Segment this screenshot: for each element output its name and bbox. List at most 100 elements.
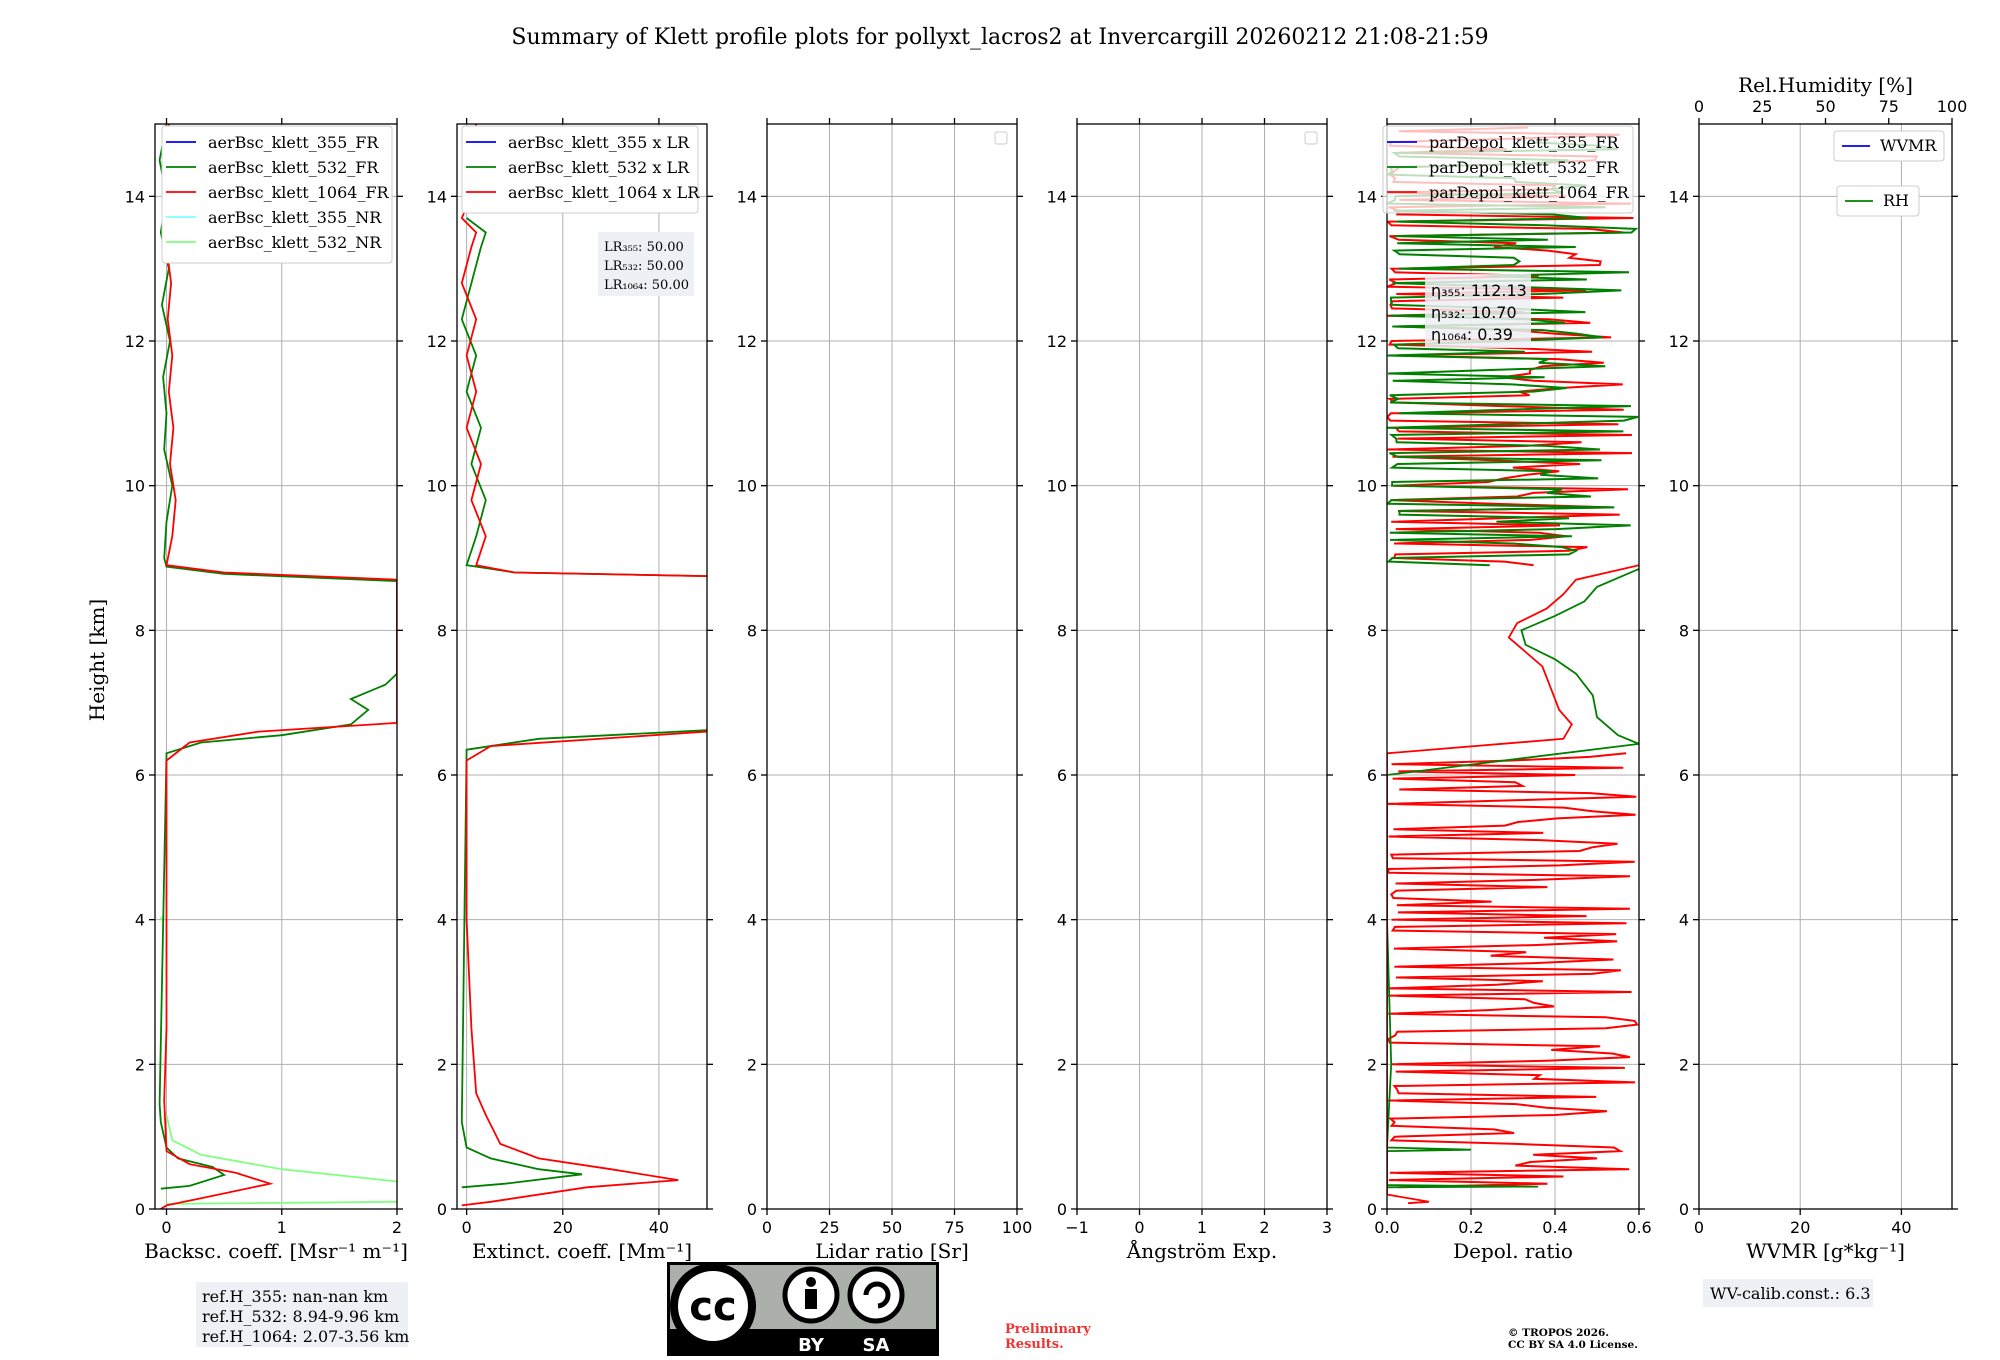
x-axis-label: Extinct. coeff. [Mm⁻¹]: [472, 1239, 692, 1263]
series-line: [1387, 564, 1639, 1205]
x-tick-label: 40: [1891, 1218, 1911, 1237]
wv-calib-const: WV-calib.const.: 6.3: [1710, 1284, 1871, 1303]
y-tick-label: 6: [437, 766, 447, 785]
y-tick-label: 8: [437, 621, 447, 640]
x-tick-label: 20: [553, 1218, 573, 1237]
y-tick-label: 8: [747, 621, 757, 640]
y-tick-label: 6: [1679, 766, 1689, 785]
y-tick-label: 2: [1367, 1055, 1377, 1074]
preliminary-results-note: Results.: [1005, 1337, 1064, 1352]
x-axis-label: Backsc. coeff. [Msr⁻¹ m⁻¹]: [144, 1239, 408, 1263]
x-tick-label: 2: [1259, 1218, 1269, 1237]
reference-height-line: ref.H_355: nan-nan km: [202, 1287, 388, 1306]
top-axis-label: Rel.Humidity [%]: [1738, 73, 1913, 97]
legend: aerBsc_klett_355 x LR aerBsc_klett_532 x …: [461, 125, 700, 214]
y-axis-label: Height [km]: [85, 599, 109, 721]
y-tick-label: 8: [135, 621, 145, 640]
legend-box: [1836, 185, 1920, 217]
top-x-tick-label: 75: [1879, 97, 1899, 116]
series-line: [160, 124, 397, 1209]
y-tick-label: 4: [1679, 911, 1689, 930]
copyright-note: CC BY SA 4.0 License.: [1508, 1339, 1638, 1351]
panel-3: 0 2 4 6 8 10 12 14 0 25 50 75 100 Lidar ratio [Sr]: [737, 118, 1033, 1263]
eta-value: η₅₃₂: 10.70: [1431, 303, 1517, 322]
depol-noise-line: [1387, 752, 1639, 1189]
legend-label: aerBsc_klett_355_FR: [208, 133, 379, 152]
y-tick-label: 8: [1057, 621, 1067, 640]
y-tick-label: 4: [747, 911, 757, 930]
y-tick-label: 0: [1679, 1200, 1689, 1219]
sa-icon: [847, 1266, 905, 1324]
y-tick-label: 12: [1047, 332, 1067, 351]
y-tick-label: 2: [1679, 1055, 1689, 1074]
series-group: [460, 124, 707, 1207]
x-tick-label: 50: [882, 1218, 902, 1237]
top-x-tick-label: 25: [1752, 97, 1772, 116]
legend-label: aerBsc_klett_355_NR: [208, 208, 382, 227]
cc-icon: cc: [689, 1284, 736, 1330]
top-x-tick-label: 100: [1937, 97, 1968, 116]
y-tick-label: 12: [1357, 332, 1377, 351]
legend-label: parDepol_klett_532_FR: [1429, 158, 1620, 177]
legend: aerBsc_klett_355_FR aerBsc_klett_532_FRae…: [161, 125, 393, 264]
panel-5: 0 2 4 6 8 10 12 14 0.0 0.2 0.4 0.6 Depol. ratio parDe…: [1357, 118, 1652, 1263]
legend-box: [1833, 130, 1945, 162]
x-tick-label: −1: [1065, 1218, 1089, 1237]
eta-box: η₃₅₅: 112.13 η₅₃₂: 10.70 η₁₀₆₄: 0.39: [1425, 274, 1531, 348]
legend-label: aerBsc_klett_532_NR: [208, 233, 382, 252]
eta-value: η₃₅₅: 112.13: [1431, 281, 1527, 300]
legend-label: aerBsc_klett_1064 x LR: [508, 183, 700, 202]
x-tick-label: 0.0: [1374, 1218, 1399, 1237]
x-tick-label: 3: [1322, 1218, 1332, 1237]
plot-frame: [1698, 123, 1953, 1210]
y-tick-label: 12: [1669, 332, 1689, 351]
y-tick-label: 6: [1057, 766, 1067, 785]
x-tick-label: 0.2: [1458, 1218, 1483, 1237]
legend-label: aerBsc_klett_1064_FR: [208, 183, 390, 202]
y-tick-label: 4: [135, 911, 145, 930]
y-tick-label: 2: [135, 1055, 145, 1074]
y-tick-label: 14: [427, 187, 447, 206]
plot-frame: [1386, 123, 1640, 1210]
copyright-note: © TROPOS 2026.: [1508, 1327, 1609, 1339]
y-tick-label: 12: [737, 332, 757, 351]
panel-2: 0 2 4 6 8 10 12 14 0 20 40 Extinct. coeff. [Mm⁻¹] ae…: [427, 118, 713, 1263]
y-tick-label: 6: [747, 766, 757, 785]
x-tick-label: 20: [1790, 1218, 1810, 1237]
y-tick-label: 14: [1357, 187, 1377, 206]
top-x-tick-label: 0: [1694, 97, 1704, 116]
wv-calib-box: WV-calib.const.: 6.3: [1703, 1279, 1873, 1307]
preliminary-results-note: Preliminary: [1005, 1322, 1091, 1337]
y-tick-label: 10: [737, 477, 757, 496]
x-tick-label: 25: [819, 1218, 839, 1237]
top-x-tick-label: 50: [1815, 97, 1835, 116]
x-tick-label: 0.6: [1626, 1218, 1651, 1237]
legend-box: [161, 125, 393, 264]
lidar-ratio-value: LR₁₀₆₄: 50.00: [604, 278, 689, 293]
series-line: [158, 124, 397, 1190]
x-tick-label: 1: [1197, 1218, 1207, 1237]
y-tick-label: 14: [1669, 187, 1689, 206]
info-box-bg: [1425, 274, 1531, 348]
cc-license-badge: cc BY SA: [667, 1262, 939, 1356]
x-axis-label: Depol. ratio: [1453, 1239, 1573, 1263]
info-box-bg: [598, 232, 694, 296]
plot-frame: [154, 123, 398, 1210]
y-tick-label: 10: [125, 477, 145, 496]
plot-frame: [456, 123, 708, 1210]
legend-label: RH: [1883, 191, 1909, 210]
series-line: [460, 729, 707, 1189]
empty-legend: [1304, 131, 1318, 145]
y-tick-label: 6: [1367, 766, 1377, 785]
y-tick-label: 10: [1357, 477, 1377, 496]
y-tick-label: 10: [427, 477, 447, 496]
x-tick-label: 0: [161, 1218, 171, 1237]
sa-icon-arrow: [863, 1281, 891, 1309]
x-tick-label: 100: [1002, 1218, 1033, 1237]
empty-legend: [994, 131, 1008, 145]
